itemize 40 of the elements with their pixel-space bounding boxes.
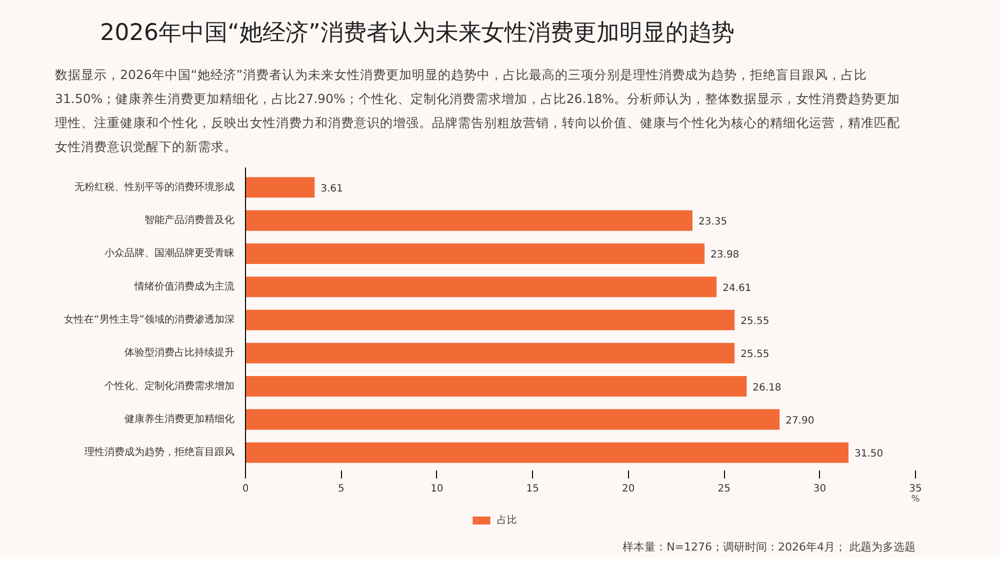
text: 31.50 [854, 448, 884, 460]
y-tick-label: 健康养生消费更加精细化 [124, 412, 234, 425]
x-tick-label: 30 [813, 484, 826, 494]
x-tick-label: 0 [242, 484, 249, 494]
y-tick-label: 情绪价值消费成为主流 [134, 280, 234, 292]
x-axis-title: % [911, 494, 920, 504]
text: 3.61 [320, 183, 343, 194]
bar [246, 376, 747, 397]
x-tick-label: 20 [622, 484, 635, 494]
chart-subtitle: 数据显示，2026年中国“她经济”消费者认为未来女性消费更加明显的趋势中，占比最高的三项分别是理性消费成为趋势，拒绝盲目跟风，占比31.50%；健康养生消费更加精细化，占比27.90%；个性化、定制化消费需求增加，占比26.18%。分析师认为，整体数据显示，女性消费趋势更加理性、注重健康和个性化，反映出女性消费力和消费意识的增强。品牌需告别粗放营销，转向以价值、健康与个性化为核心的精细化运营，精准匹配女性消费意识觉醒下的新需求。 [55, 66, 901, 156]
bar [246, 276, 717, 298]
x-tick-label: 10 [430, 484, 444, 494]
y-tick-label: 体验型消费占比持续提升 [124, 346, 234, 359]
y-tick-label: 女性在“男性主导”领域的消费渗透加深 [64, 314, 235, 326]
x-tick-label: 15 [526, 484, 540, 494]
legend-label: 占比 [497, 514, 517, 527]
text: 27.90 [786, 415, 814, 426]
bar [246, 310, 735, 330]
chart-title: 2026年中国“她经济”消费者认为未来女性消费更加明显的趋势 [100, 19, 734, 48]
text: 26.18 [752, 382, 782, 394]
y-tick-label: 理性消费成为趋势，拒绝盲目跟风 [84, 446, 234, 458]
bar [246, 177, 315, 198]
bar [246, 210, 692, 231]
bar [246, 342, 735, 364]
y-tick-label: 无粉红税、性别平等的消费环境形成 [74, 180, 234, 193]
bar [246, 243, 705, 264]
text: 样本量：N=1276；调研时间：2026年4月； 此题为多选题 [622, 540, 916, 554]
bar [246, 409, 780, 430]
text: 23.98 [710, 250, 740, 261]
text: 24.61 [722, 282, 752, 294]
x-tick-label: 25 [718, 484, 730, 494]
bar [246, 442, 848, 463]
text: 23.35 [698, 216, 728, 228]
text: 25.55 [740, 349, 770, 360]
y-tick-label: 个性化、定制化消费需求增加 [104, 380, 234, 392]
y-tick-label: 小众品牌、国潮品牌更受青睐 [104, 247, 234, 260]
y-tick-label: 智能产品消费普及化 [144, 214, 234, 226]
x-tick-label: 35 [909, 484, 922, 494]
text: 25.55 [740, 316, 770, 327]
x-tick-label: 5 [338, 484, 344, 494]
